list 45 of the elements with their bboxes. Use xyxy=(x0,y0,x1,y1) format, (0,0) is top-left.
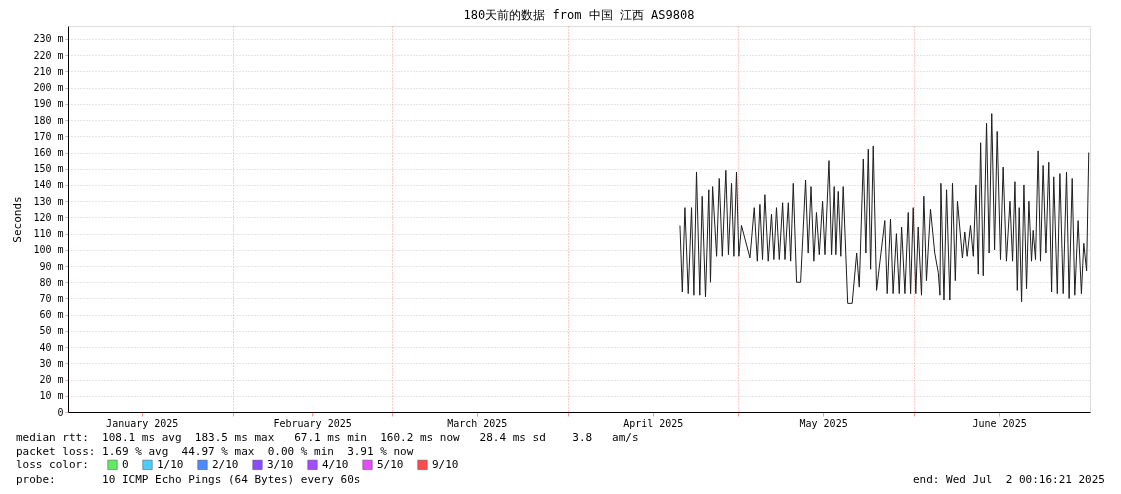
y-tick-label: 40 m xyxy=(39,341,64,353)
y-tick-label: 60 m xyxy=(39,309,64,321)
y-tick-label: 200 m xyxy=(33,82,64,94)
x-tick-label: March 2025 xyxy=(447,417,508,429)
x-tick-label: February 2025 xyxy=(273,417,352,429)
y-tick-label: 120 m xyxy=(33,211,64,223)
legend-label: 5/10 xyxy=(377,457,404,471)
text: probe: 10 ICMP Echo Pings (64 Bytes) every 60s xyxy=(16,473,361,486)
legend-label: 1/10 xyxy=(157,457,184,471)
legend-label: 4/10 xyxy=(322,457,349,471)
y-tick-label: 100 m xyxy=(33,244,64,256)
line-series xyxy=(679,113,1090,304)
y-tick-label: 0 xyxy=(57,406,64,418)
y-tick-label: 230 m xyxy=(33,33,64,45)
y-tick-label: 190 m xyxy=(33,98,64,110)
y-tick-label: 130 m xyxy=(33,195,64,207)
legend-label: 0 xyxy=(122,457,129,471)
y-tick-label: 160 m xyxy=(33,147,64,158)
y-tick-label: 210 m xyxy=(33,65,64,77)
x-tick-label: April 2025 xyxy=(623,417,684,429)
chart-title: 180天前的数据 from 中国 江西 AS9808 xyxy=(463,8,695,22)
y-tick-label: 50 m xyxy=(39,325,64,337)
y-tick-label: 220 m xyxy=(33,49,64,61)
y-axis-title: Seconds xyxy=(11,196,25,243)
legend-title: loss color: xyxy=(16,458,89,471)
y-tick-label: 110 m xyxy=(33,228,64,240)
text: end: Wed Jul 2 00:16:21 2025 xyxy=(912,473,1105,486)
x-tick-label: June 2025 xyxy=(972,417,1027,429)
y-tick-label: 20 m xyxy=(39,374,64,386)
text: packet loss: 1.69 % avg 44.97 % max 0.00 % min 3.91 % now xyxy=(16,445,414,458)
y-tick-label: 170 m xyxy=(33,130,64,142)
legend-label: 9/10 xyxy=(432,457,459,471)
y-tick-label: 80 m xyxy=(39,276,64,288)
text: median rtt: 108.1 ms avg 183.5 ms max 67.1 ms min 160.2 ms now 28.4 ms sd 3.8 am/s xyxy=(16,431,639,444)
legend-label: 2/10 xyxy=(212,457,239,471)
y-tick-label: 150 m xyxy=(33,163,64,175)
y-tick-label: 140 m xyxy=(33,179,64,191)
y-tick-label: 10 m xyxy=(39,390,64,402)
x-tick-label: May 2025 xyxy=(799,417,848,429)
y-tick-label: 90 m xyxy=(39,260,64,272)
y-tick-label: 180 m xyxy=(33,114,64,126)
x-tick-label: January 2025 xyxy=(106,417,179,429)
y-tick-label: 30 m xyxy=(39,357,64,369)
y-tick-label: 70 m xyxy=(39,292,64,304)
legend-label: 3/10 xyxy=(267,457,294,471)
